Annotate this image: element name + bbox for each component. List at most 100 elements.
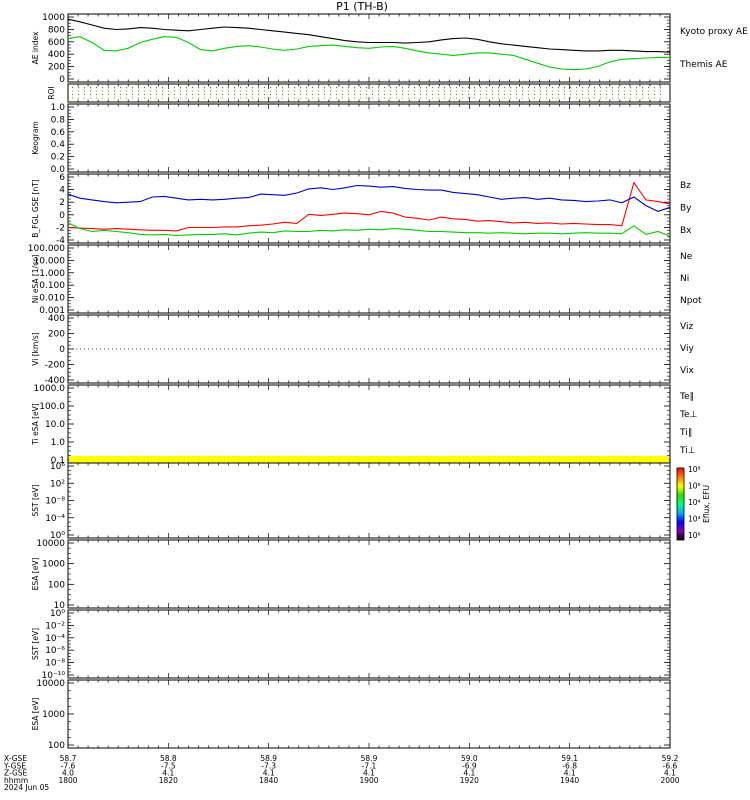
legend-viy: Viy <box>680 344 694 354</box>
legend-vix: Vix <box>680 366 694 376</box>
y-tick-label: 0.1 <box>51 456 65 466</box>
y-tick-label: 0.001 <box>39 306 65 316</box>
y-axis-label: Vi [km/s] <box>31 332 40 365</box>
colorbar-tick-label: 10⁸ <box>688 465 701 474</box>
axis-tick-y: -7.5 <box>161 761 176 770</box>
y-tick-label: 800 <box>48 25 65 35</box>
axis-tick-y: -7.3 <box>261 761 276 770</box>
axis-tick-y: -7.6 <box>61 761 76 770</box>
axis-tick-x: 59.0 <box>461 754 478 763</box>
axis-tick-x: 58.7 <box>60 754 77 763</box>
legend-kyoto-proxy-ae: Kyoto proxy AE <box>680 27 748 37</box>
panel-10: 100 1000 10000 ESA [eV] <box>31 679 671 751</box>
axis-tick-x: 59.2 <box>662 754 679 763</box>
yellow-band <box>69 456 669 463</box>
y-axis-label: AE index <box>31 31 40 64</box>
series-line-bx <box>67 184 671 212</box>
y-axis-label: ESA [eV] <box>31 698 40 731</box>
legend-ti-: Ti⊥ <box>679 446 696 456</box>
y-tick-label: 1000.0 <box>34 384 66 394</box>
legend-by: By <box>680 204 692 214</box>
y-tick-label: 1.0 <box>51 103 66 113</box>
series-line-themis-ae <box>67 18 671 53</box>
y-tick-label: 0.100 <box>39 281 65 291</box>
y-tick-label: 10⁶ <box>50 462 65 472</box>
panel-frame <box>67 462 671 539</box>
axis-row-label: 2024 Jun 05 <box>4 783 49 792</box>
y-tick-label: 400 <box>48 50 65 60</box>
series-line-kyoto-proxy-ae <box>67 36 670 71</box>
y-tick-label: -4 <box>56 236 65 246</box>
axis-tick-z: 4.1 <box>564 769 576 778</box>
legend-themis-ae: Themis AE <box>679 60 728 70</box>
axis-tick-t: 1840 <box>259 776 278 785</box>
legend-ni: Ni <box>680 274 689 284</box>
panel-1: ROI <box>47 83 671 103</box>
axis-tick-x: 58.8 <box>160 754 177 763</box>
y-tick-label: 6 <box>59 173 65 183</box>
y-tick-label: 10⁻⁴ <box>45 514 65 524</box>
legend-npot: Npot <box>680 296 702 306</box>
y-axis-label: Ti eSA [eV] <box>31 403 40 446</box>
axis-tick-z: 4.1 <box>363 769 375 778</box>
y-axis-label: ROI <box>47 86 56 99</box>
axis-row-label: Z-GSE <box>4 769 28 778</box>
y-tick-label: 10000 <box>36 679 65 689</box>
axis-tick-z: 4.1 <box>263 769 275 778</box>
legend-bz: Bz <box>680 181 691 191</box>
y-tick-label: 1000 <box>42 13 65 23</box>
y-tick-label: 200 <box>48 330 65 340</box>
y-tick-label: 10.000 <box>34 256 66 266</box>
y-tick-label: 0.6 <box>51 128 66 138</box>
axis-tick-x: 59.1 <box>561 754 578 763</box>
y-tick-label: 10⁻² <box>45 621 65 631</box>
panel-frame <box>67 609 671 679</box>
axis-tick-y: -7.1 <box>362 761 377 770</box>
colorbar-tick-label: 10⁴ <box>688 498 701 507</box>
y-tick-label: 0 <box>59 75 65 85</box>
axis-row-label: Y-GSE <box>3 761 26 770</box>
y-tick-label: 10⁻⁸ <box>45 497 65 507</box>
panel-7: 10⁰ 10⁻⁴ 10⁻⁸ 10² 10⁶ SST [eV] <box>31 462 671 541</box>
axis-tick-z: 4.1 <box>162 769 174 778</box>
y-tick-label: 0.4 <box>51 140 66 150</box>
axis-tick-y: -6.8 <box>562 761 577 770</box>
panel-9: 10⁻¹⁰ 10⁻⁸ 10⁻⁶ 10⁻⁴ 10⁻² 10⁰ SST [eV] <box>31 609 671 681</box>
legend-ti-: Ti∥ <box>679 428 692 438</box>
y-axis-label: Ni eSA [1/cc] <box>31 255 40 304</box>
y-tick-label: 2 <box>59 198 65 208</box>
axis-tick-y: -6.6 <box>663 761 678 770</box>
panel-3: -4 -2 0 2 4 6 B_FGL GSE [nT] Bz By Bx <box>31 173 692 246</box>
axis-tick-t: 1940 <box>560 776 579 785</box>
y-tick-label: 10² <box>50 479 65 489</box>
y-tick-label: 10000 <box>36 539 65 549</box>
legend-te-: Te∥ <box>679 392 694 402</box>
series-line-bz <box>67 181 671 232</box>
colorbar-tick-label: 10⁶ <box>688 482 701 491</box>
y-tick-label: 0 <box>59 211 65 221</box>
axis-row-label: hhmm <box>4 776 28 785</box>
y-axis-label: SST [eV] <box>31 628 40 660</box>
y-axis-label: B_FGL GSE [nT] <box>31 179 40 238</box>
plot-title: P1 (TH-B) <box>336 0 388 13</box>
y-tick-label: 600 <box>48 38 65 48</box>
y-tick-label: 10.0 <box>45 420 65 430</box>
y-tick-label: 10 <box>54 601 66 611</box>
y-tick-label: 10⁰ <box>50 531 65 541</box>
axis-tick-y: -6.9 <box>462 761 477 770</box>
y-axis-label: Keogram <box>31 121 40 155</box>
axis-tick-x: 58.9 <box>260 754 277 763</box>
axis-tick-z: 4.1 <box>463 769 475 778</box>
y-tick-label: 100 <box>48 580 65 590</box>
panel-frame <box>67 679 671 749</box>
y-tick-label: 400 <box>48 314 65 324</box>
y-tick-label: -200 <box>45 361 66 371</box>
y-tick-label: 1000 <box>42 710 65 720</box>
y-tick-label: 10⁻¹⁰ <box>42 671 66 681</box>
y-tick-label: 0.010 <box>39 294 65 304</box>
legend-viz: Viz <box>680 322 693 332</box>
panel-6: 0.1 1.0 10.0 100.0 1000.0 Ti eSA [eV] Te∥ Te⊥ Ti… <box>31 384 698 466</box>
colorbar-tick-label: 10⁴ <box>688 515 701 524</box>
